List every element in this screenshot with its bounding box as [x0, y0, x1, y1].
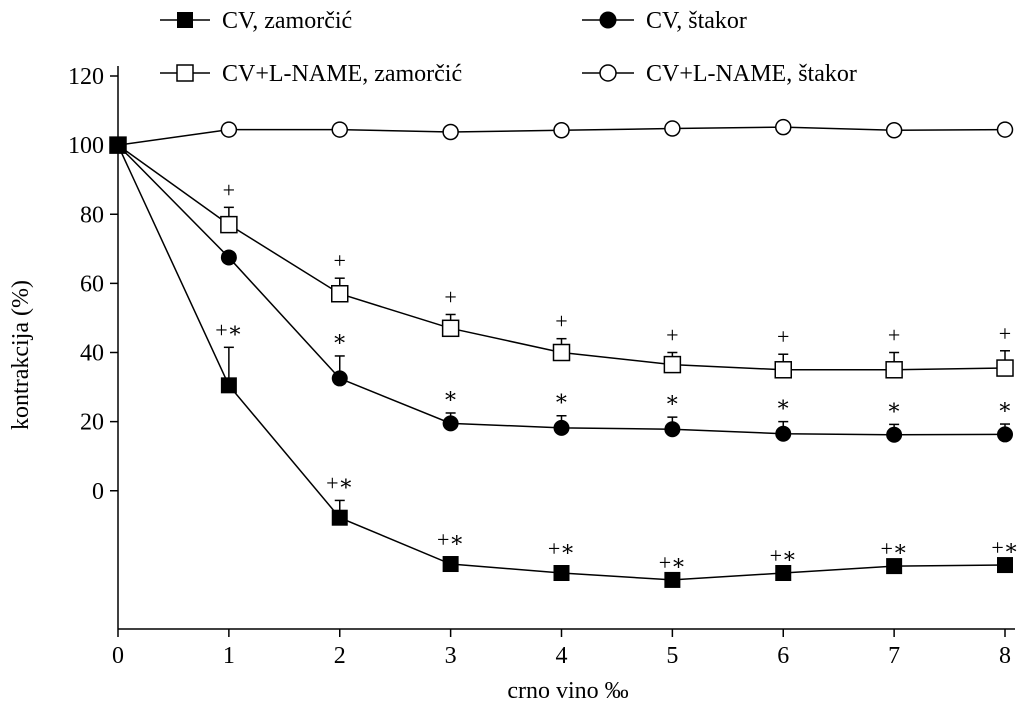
series-0: +∗+∗+∗ +∗+∗ +∗ +∗ +∗	[110, 137, 1019, 588]
open-square-marker	[552, 343, 571, 362]
open-circle-marker	[220, 121, 238, 138]
open-circle-marker	[775, 118, 792, 136]
significance-label: +	[666, 323, 678, 348]
filled-circle-marker	[442, 415, 459, 432]
series-line	[117, 144, 1006, 371]
open-square-marker	[441, 319, 460, 338]
legend-label-cv-lname-stakor: CV+L-NAME, štakor	[646, 61, 857, 87]
filled-circle-marker	[220, 249, 237, 266]
filled-square-marker	[442, 556, 459, 573]
y-tick-label: 120	[68, 64, 104, 90]
open-square-marker	[663, 355, 682, 374]
legend-item-cv-zamorcic: CV, zamorčić	[160, 8, 352, 34]
series-line	[117, 144, 1006, 581]
filled-square-marker	[331, 509, 348, 526]
open-circle-marker	[996, 121, 1014, 138]
series-3	[109, 118, 1014, 154]
y-tick-label: 20	[80, 410, 104, 436]
x-tick-label: 6	[777, 643, 789, 669]
y-tick-label: 100	[68, 133, 104, 159]
y-tick-label: 40	[80, 341, 104, 367]
open-circle-marker	[553, 122, 570, 139]
significance-label: +∗	[991, 535, 1018, 560]
y-tick-label: 0	[92, 479, 104, 505]
open-square-marker	[885, 361, 903, 379]
filled-square-marker	[775, 565, 792, 582]
significance-label: ∗	[554, 386, 569, 411]
filled-circle-marker	[664, 421, 681, 438]
significance-label: +∗	[659, 550, 686, 575]
x-tick-label: 2	[334, 643, 346, 669]
significance-label: +∗	[437, 527, 464, 552]
x-axis-label: crno vino ‰	[507, 678, 628, 704]
significance-label: +∗	[215, 317, 242, 342]
significance-label: +	[555, 309, 567, 334]
significance-label: +∗	[880, 536, 907, 561]
significance-label: +	[444, 284, 456, 309]
filled-circle-marker	[553, 419, 570, 436]
series-2: + + + + + + + +	[109, 136, 1014, 379]
open-square-marker	[774, 361, 792, 379]
significance-label: ∗	[332, 326, 347, 351]
significance-label: ∗	[887, 394, 902, 419]
x-tick-label: 8	[999, 643, 1011, 669]
significance-label: ∗	[443, 383, 458, 408]
open-circle-marker	[442, 123, 459, 141]
legend-item-cv-stakor: CV, štakor	[582, 8, 747, 34]
significance-label: +	[999, 321, 1011, 346]
filled-square-marker	[886, 558, 903, 575]
significance-label: ∗	[665, 387, 680, 412]
significance-label: ∗	[776, 392, 791, 417]
legend-label-cv-lname-zamorcic: CV+L-NAME, zamorčić	[222, 61, 462, 87]
y-tick-label: 60	[80, 271, 104, 297]
open-square-marker	[331, 284, 349, 303]
open-circle-marker	[331, 121, 348, 138]
filled-square-marker	[110, 137, 126, 154]
filled-circle-marker	[331, 370, 348, 387]
open-square-marker	[996, 359, 1014, 377]
x-tick-label: 3	[445, 643, 457, 669]
y-axis-label: kontrakcija (%)	[8, 280, 34, 430]
legend-item-cv-lname-stakor: CV+L-NAME, štakor	[582, 61, 857, 87]
open-square-marker	[220, 215, 238, 234]
series-layer: ∗ ∗ ∗ ∗ ∗ ∗ ∗ + + + + + + + + +∗ +∗ +∗ +∗ +∗ +∗ +∗ +∗	[109, 118, 1019, 588]
filled-square-marker	[997, 557, 1013, 574]
significance-label: +	[334, 248, 346, 273]
significance-label: +	[777, 324, 789, 349]
open-circle-marker	[885, 122, 903, 139]
x-tick-label: 1	[223, 643, 235, 669]
significance-label: ∗	[998, 394, 1013, 419]
x-tick-label: 7	[888, 643, 900, 669]
filled-square-marker	[220, 377, 237, 394]
open-circle-marker	[664, 120, 681, 137]
legend-label-cv-stakor: CV, štakor	[646, 8, 747, 34]
filled-circle-marker	[997, 426, 1013, 443]
legend-item-cv-lname-zamorcic: CV+L-NAME, zamorčić	[160, 61, 462, 87]
x-tick-label: 4	[556, 643, 568, 669]
significance-label: +∗	[770, 543, 797, 568]
significance-label: +∗	[326, 470, 353, 495]
legend-label-cv-zamorcic: CV, zamorčić	[222, 8, 352, 34]
filled-circle-marker	[775, 425, 792, 442]
filled-square-marker	[664, 571, 681, 588]
significance-label: +	[223, 177, 235, 202]
filled-square-marker	[553, 565, 570, 582]
y-tick-label: 80	[80, 202, 104, 228]
x-tick-label: 0	[112, 643, 124, 669]
x-tick-label: 5	[666, 643, 678, 669]
significance-label: +∗	[548, 536, 575, 561]
filled-circle-marker	[886, 426, 903, 443]
series-1: ∗ ∗ ∗ ∗ ∗ ∗ ∗	[110, 137, 1013, 443]
significance-label: +	[888, 323, 900, 348]
legend: CV, zamorčić CV, štakor CV+L-NAME, zamor…	[160, 8, 857, 87]
